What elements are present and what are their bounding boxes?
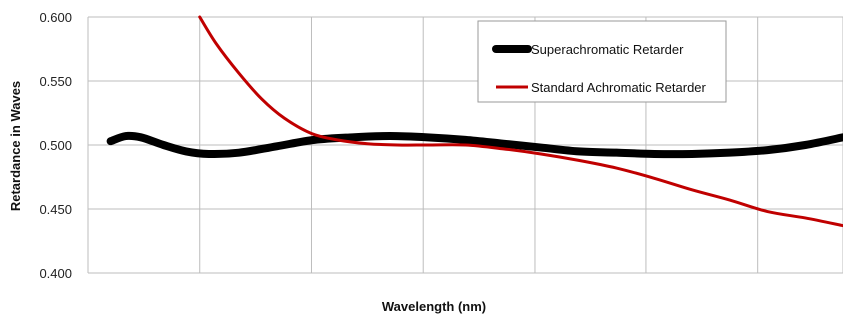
y-tick-label: 0.600: [39, 10, 72, 25]
y-tick-label: 0.450: [39, 202, 72, 217]
legend-label-standard: Standard Achromatic Retarder: [531, 80, 707, 95]
y-tick-label: 0.550: [39, 74, 72, 89]
y-axis-title: Retardance in Waves: [8, 81, 23, 211]
legend: Superachromatic Retarder Standard Achrom…: [477, 20, 727, 103]
series-line-standard: [198, 15, 843, 228]
legend-label-superachromatic: Superachromatic Retarder: [531, 42, 684, 57]
series-line-superachromatic: [106, 131, 843, 159]
plot-series: [106, 15, 843, 228]
y-tick-label: 0.500: [39, 138, 72, 153]
x-axis-title: Wavelength (nm): [382, 299, 486, 314]
y-tick-label: 0.400: [39, 266, 72, 281]
y-tick-labels: 0.600 0.550 0.500 0.450 0.400: [39, 10, 72, 281]
